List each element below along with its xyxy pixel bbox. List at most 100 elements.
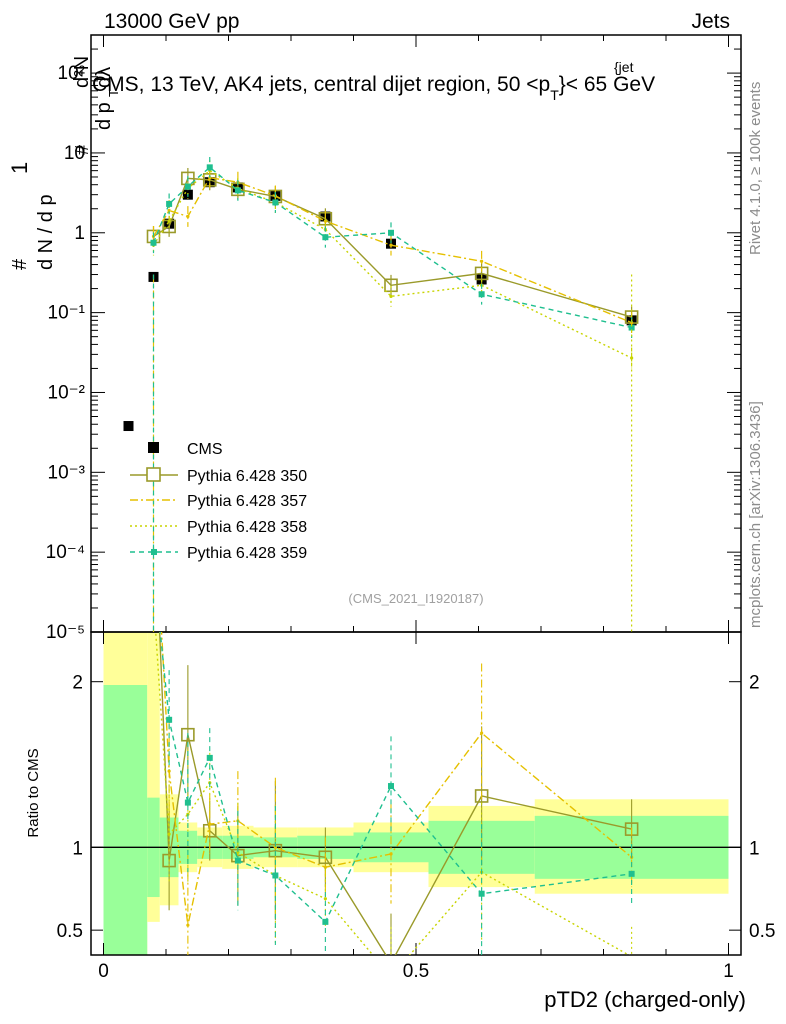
legend-marker-359 [151,549,157,555]
y-tick-label: 1 [74,223,85,244]
data-point-p357 [323,219,327,223]
legend-label-359: Pythia 6.428 359 [187,545,307,562]
data-point-cms [123,421,134,432]
ratio-series-group [154,632,639,978]
ratio-point-p357 [167,769,171,773]
y-label-denominator-2: d p [93,102,115,130]
ratio-point-359 [388,783,394,790]
y-tick-label: 10⁻² [48,382,86,403]
x-tick-label: 0.5 [403,961,429,982]
x-tick-label: 1 [723,961,734,982]
ratio-point-359 [184,799,191,806]
data-point-359 [272,199,279,206]
ratio-point-359 [206,754,213,761]
data-point-359 [628,324,635,331]
ratio-point-359 [478,890,485,897]
ratio-point-350 [318,850,333,865]
y-label-hash-2: # [72,145,92,155]
data-point-p357 [389,243,393,247]
legend-label-357: Pythia 6.428 357 [187,493,307,510]
series-line-p359 [152,166,632,329]
rivet-version-label: Rivet 4.1.0, ≥ 100k events [747,82,764,255]
ratio-line-p350 [158,632,632,955]
ratio-point-p358 [236,850,240,854]
ratio-line-p359 [159,632,632,924]
data-point-359 [478,291,485,298]
ratio-point-p357 [186,923,190,927]
ratio-point-359 [628,870,635,877]
series-line-p350 [153,177,632,318]
data-point-359 [206,164,213,171]
y-label-one: 1 [7,162,32,174]
ratio-point-p357 [208,822,212,826]
ratio-point-359 [234,857,241,864]
ratio-axes: 0.5 0.5 1 1 2 2 0 0.5 1 [57,632,775,982]
data-point-359 [322,234,329,241]
ratio-point-p357 [389,852,393,856]
legend: CMS Pythia 6.428 350 Pythia 6.428 357 Py… [130,441,307,562]
legend-label-358: Pythia 6.428 358 [187,519,307,536]
main-y-axis-label: # 1 d N / d p # d²N d p T dλ [7,56,121,270]
ratio-y-tick-label: 1 [72,838,83,859]
main-panel-frame [90,34,742,633]
y-label-sub-t: T [106,89,121,97]
x-tick-label: 0 [98,961,109,982]
x-axis-label: pTD2 (charged-only) [544,987,746,1012]
ratio-line-p357 [160,632,633,926]
y-label-hash-1: # [9,258,31,270]
ratio-y-tick-label: 0.5 [57,921,83,942]
data-point-p357 [630,321,634,325]
ratio-panel-frame [90,631,742,956]
ratio-line-p358 [154,632,631,955]
ratio-y-tick-label-right: 2 [749,673,760,694]
y-tick-label: 10⁻³ [48,462,86,483]
plot-title: CMS, 13 TeV, AK4 jets, central dijet reg… [92,73,655,103]
ratio-series-inner [154,632,639,978]
y-tick-label: 10⁻⁴ [46,542,85,563]
header-right: Jets [691,10,730,33]
ratio-point-p358 [389,975,392,978]
ratio-point-350 [181,727,195,742]
data-point-359 [166,200,173,207]
ratio-y-tick-label-right: 0.5 [749,921,775,942]
data-point-p358 [389,294,393,298]
legend-label-cms: CMS [187,441,223,458]
ratio-point-p358 [323,897,327,901]
legend-label-350: Pythia 6.428 350 [187,468,307,485]
ratio-point-350 [474,789,489,803]
data-point-p357 [186,214,190,219]
ratio-point-359 [166,716,173,723]
ratio-point-p357 [323,865,327,869]
main-series-group [123,156,639,632]
ratio-point-359 [272,872,279,879]
y-tick-label: 10⁻¹ [48,303,86,324]
data-point-p357 [167,208,171,213]
ratio-point-p357 [480,731,484,735]
legend-marker-cms [148,442,159,453]
plot-title-superscript: {jet [614,59,634,75]
series-line-p358 [152,169,632,359]
ratio-point-350 [385,957,397,969]
y-tick-label: 10⁻⁵ [46,622,85,643]
mcplots-label: mcplots.cern.ch [arXiv:1306.3436] [747,401,764,628]
ratio-point-359 [322,918,329,925]
series-line-p357 [152,176,632,324]
data-point-p358 [630,356,634,360]
ratio-point-p358 [167,832,171,836]
y-tick-label: 10 [64,143,85,164]
data-point-359 [388,229,394,236]
data-point-p358 [167,219,171,223]
legend-marker-350 [146,467,161,482]
band-green-0 [103,685,148,955]
ratio-y-tick-label: 2 [72,673,83,694]
header-left: 13000 GeV pp [104,10,239,33]
main-y-axis: 10⁻⁵ 10⁻⁴ 10⁻³ 10⁻² 10⁻¹ 1 10 10² [46,34,741,643]
data-point-359 [234,187,241,194]
y-label-numerator: d²N [71,56,93,88]
data-point-p357 [480,259,484,263]
analysis-watermark: (CMS_2021_I1920187) [348,591,483,606]
ratio-uncertainty-bands [91,632,741,955]
y-tick-label: 10² [58,63,85,84]
y-label-lambda: dλ [93,67,115,88]
